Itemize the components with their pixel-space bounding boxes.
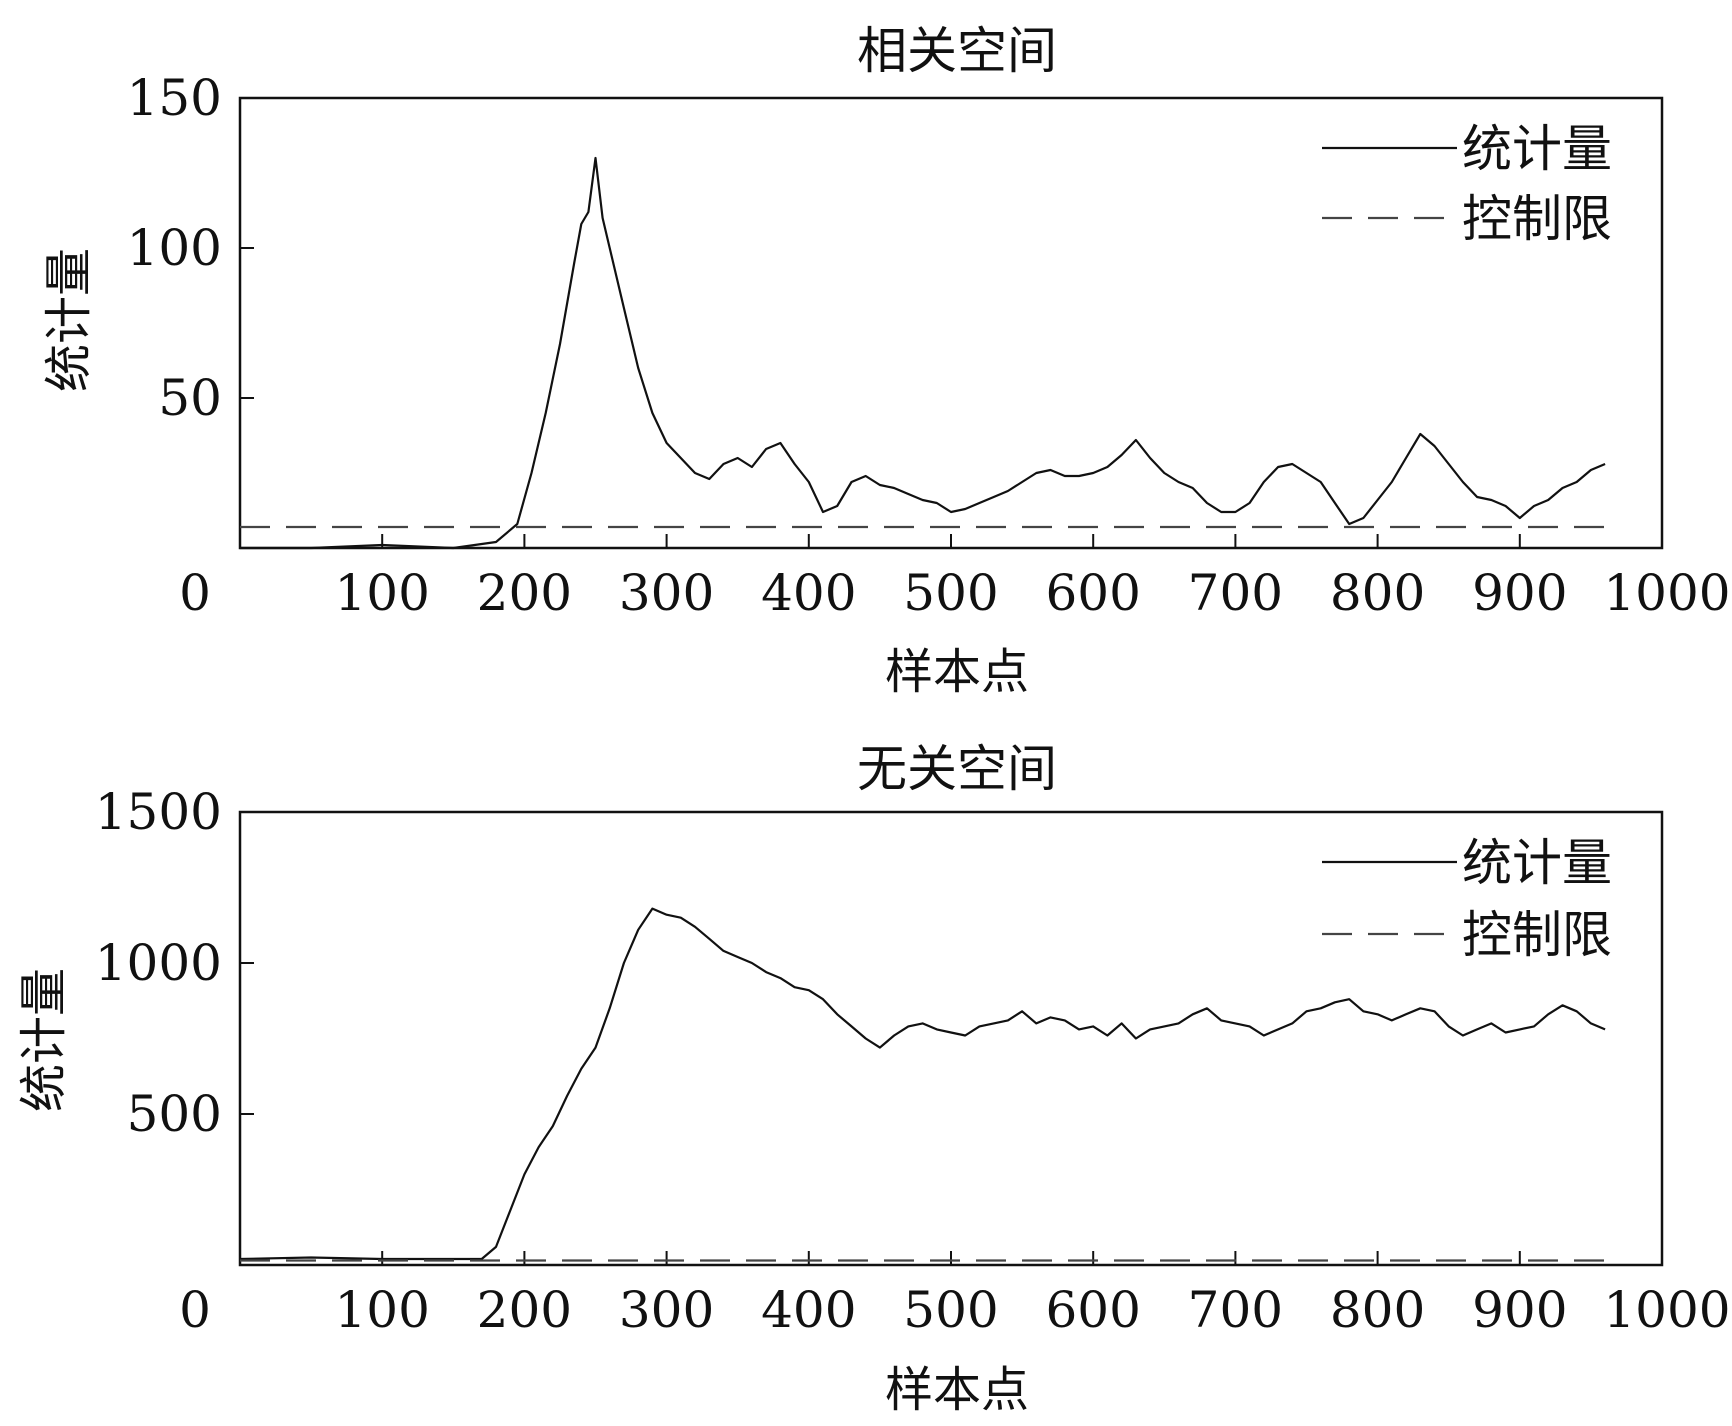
x-tick-label: 700 xyxy=(1188,1281,1283,1339)
axis-ticks xyxy=(240,962,1521,1265)
x-tick-label: 400 xyxy=(761,1281,856,1339)
x-tick-label: 800 xyxy=(1330,564,1425,622)
x-axis-label: 样本点 xyxy=(885,1362,1029,1418)
y-tick-label: 150 xyxy=(127,69,222,127)
x-tick-label: 500 xyxy=(903,1281,998,1339)
y-tick-label: 1000 xyxy=(95,934,222,992)
x-tick-label: 100 xyxy=(334,1281,429,1339)
tick-labels: 0 100 200 300 400 500 600 700 800 900 1000 50 100 150 xyxy=(127,69,1731,622)
x-tick-label: 900 xyxy=(1472,564,1567,622)
x-tick-label: 700 xyxy=(1188,564,1283,622)
chart-title: 相关空间 xyxy=(857,22,1057,80)
chart-panel-unrelated-space: 无关空间 统计量 样本点 0 100 200 300 400 500 600 700 800 90… xyxy=(16,740,1731,1418)
legend-label-statistic: 统计量 xyxy=(1462,120,1612,178)
tick-labels: 0 100 200 300 400 500 600 700 800 900 1000 500 1000 1… xyxy=(95,783,1731,1339)
x-tick-label: 800 xyxy=(1330,1281,1425,1339)
y-axis-label: 统计量 xyxy=(16,968,72,1112)
y-axis-label: 统计量 xyxy=(41,248,97,392)
x-tick-label: 300 xyxy=(619,564,714,622)
series-group xyxy=(239,907,1606,1262)
y-tick-label: 100 xyxy=(127,219,222,277)
plot-frame xyxy=(238,810,1664,1267)
legend-label-control-limit: 控制限 xyxy=(1462,906,1612,964)
plot-frame xyxy=(238,96,1664,550)
x-tick-label: 1000 xyxy=(1603,564,1730,622)
x-tick-label: 0 xyxy=(179,564,211,622)
chart-title: 无关空间 xyxy=(857,740,1057,798)
series-statistic xyxy=(240,156,1606,550)
x-tick-label: 300 xyxy=(619,1281,714,1339)
legend-label-control-limit: 控制限 xyxy=(1462,190,1612,248)
x-tick-label: 0 xyxy=(179,1281,211,1339)
axis-ticks xyxy=(240,247,1521,548)
x-tick-label: 400 xyxy=(761,564,856,622)
y-tick-label: 50 xyxy=(158,369,222,427)
y-tick-label: 1500 xyxy=(95,783,222,841)
legend: 统计量 控制限 xyxy=(1322,120,1612,248)
x-tick-label: 200 xyxy=(477,564,572,622)
x-tick-label: 600 xyxy=(1045,1281,1140,1339)
legend-label-statistic: 统计量 xyxy=(1462,834,1612,892)
legend: 统计量 控制限 xyxy=(1322,834,1612,964)
x-tick-label: 100 xyxy=(334,564,429,622)
chart-panel-correlated-space: 相关空间 统计量 样本点 0 100 200 300 400 500 600 700 800 90… xyxy=(41,22,1731,700)
x-tick-label: 200 xyxy=(477,1281,572,1339)
x-tick-label: 900 xyxy=(1472,1281,1567,1339)
x-axis-label: 样本点 xyxy=(885,644,1029,700)
x-tick-label: 1000 xyxy=(1603,1281,1730,1339)
series-statistic xyxy=(239,907,1606,1261)
x-tick-label: 600 xyxy=(1045,564,1140,622)
y-tick-label: 500 xyxy=(127,1085,222,1143)
x-tick-label: 500 xyxy=(903,564,998,622)
series-group xyxy=(240,156,1606,550)
